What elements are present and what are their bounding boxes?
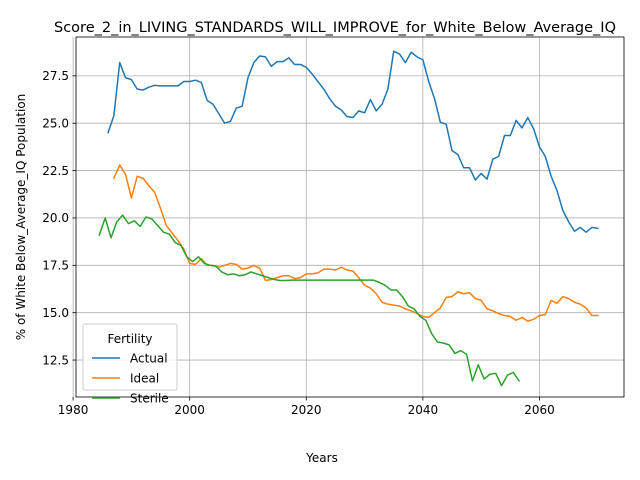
y-axis-ticks: 12.5 15.0 17.5 20.0 22.5 25.0 27.5 xyxy=(42,69,76,367)
y-tick-label: 17.5 xyxy=(42,259,69,273)
legend-title: Fertility xyxy=(107,332,152,346)
legend-entries: Actual Ideal Sterile xyxy=(92,351,169,405)
series-lines xyxy=(98,50,599,387)
x-tick-label: 2060 xyxy=(524,403,555,417)
y-tick-label: 15.0 xyxy=(42,306,69,320)
x-tick-label: 2040 xyxy=(408,403,439,417)
y-tick-label: 12.5 xyxy=(42,353,69,367)
x-tick-label: 1980 xyxy=(58,403,89,417)
legend-label-ideal: Ideal xyxy=(130,371,159,385)
y-tick-label: 20.0 xyxy=(42,211,69,225)
y-tick-label: 22.5 xyxy=(42,164,69,178)
legend-box xyxy=(82,323,178,391)
legend-label-actual: Actual xyxy=(130,351,168,365)
y-tick-label: 25.0 xyxy=(42,117,69,131)
x-tick-label: 2020 xyxy=(291,403,322,417)
y-axis-label: % of White Below_Average_IQ Population xyxy=(14,94,28,341)
plot-frame xyxy=(75,36,625,398)
legend-label-sterile: Sterile xyxy=(130,391,169,405)
x-axis-label: Years xyxy=(305,451,338,465)
series-line-sterile xyxy=(98,214,521,387)
series-line-ideal xyxy=(112,164,599,322)
chart-title: Score_2_in_LIVING_STANDARDS_WILL_IMPROVE… xyxy=(54,20,616,36)
y-tick-label: 27.5 xyxy=(42,69,69,83)
legend: Fertility Actual Ideal Sterile xyxy=(82,323,178,405)
series-line-actual xyxy=(107,50,599,233)
x-tick-label: 2000 xyxy=(174,403,205,417)
x-axis-ticks: 1980 2000 2020 2040 2060 xyxy=(58,397,555,417)
